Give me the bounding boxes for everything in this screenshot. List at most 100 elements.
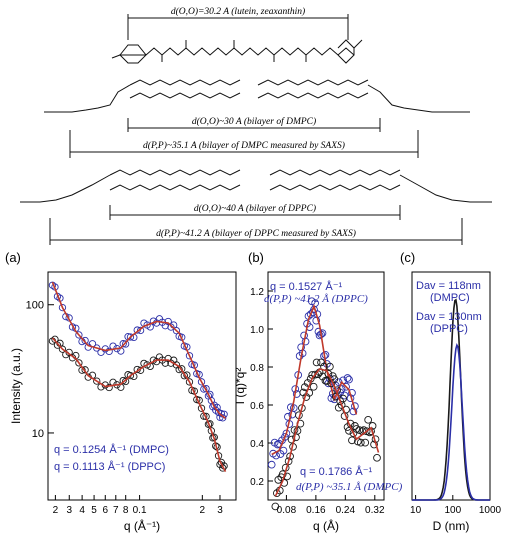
x-tick-label: 4	[79, 505, 85, 516]
y-tick-label: 0.2	[250, 477, 264, 488]
y-axis-label: Intensity (a.u.)	[9, 348, 23, 424]
y-tick-label: 10	[32, 428, 44, 440]
data-point-DPPC	[318, 329, 327, 338]
data-point-DPPC	[207, 427, 216, 435]
x-tick-label: 8	[123, 505, 129, 516]
data-point-DMPC	[121, 340, 130, 348]
data-point-DMPC	[136, 326, 145, 335]
y-axis-label: I (q)*q²	[233, 368, 247, 405]
carotenoid-molecule	[118, 44, 355, 64]
distribution-line-DPPC	[412, 343, 490, 501]
panel-c-label: (c)	[400, 250, 415, 265]
dppc-bilayer	[20, 169, 492, 203]
y-tick-label: 1.0	[250, 325, 264, 336]
x-tick-label: 10	[410, 505, 422, 516]
d3-label: d(P,P)~35.1 A (bilayer of DMPC measured …	[143, 140, 345, 151]
data-point-DMPC	[356, 438, 365, 447]
x-tick-label: 0.08	[277, 505, 297, 516]
fit-line-DMPC	[51, 281, 226, 419]
panel-c: 10 100 1000 D (nm) Dav = 118nm(DMPC) Dav = 13…	[410, 271, 502, 533]
y-tick-label: 0.4	[250, 439, 264, 450]
data-point-DMPC	[373, 453, 381, 462]
data-point-DPPC	[93, 377, 101, 385]
x-tick-label: 0.24	[336, 505, 356, 516]
x-tick-label: 2	[200, 505, 206, 516]
d5-label: d(P,P)~41.2 A (bilayer of DPPC measured …	[156, 228, 356, 239]
data-point-DMPC	[105, 347, 113, 356]
y-tick-label: 0.8	[250, 363, 264, 374]
data-point-DPPC	[284, 412, 292, 421]
data-point-DPPC	[297, 343, 305, 352]
data-point-DMPC	[185, 352, 194, 360]
x-tick-label: 1000	[479, 505, 502, 516]
data-point-DMPC	[284, 457, 293, 466]
data-point-DMPC	[326, 362, 334, 371]
panel-a-label: (a)	[5, 250, 21, 265]
data-point-DPPC	[53, 341, 62, 349]
data-point-DMPC	[197, 378, 206, 386]
fit-line-DMPC	[274, 367, 380, 497]
data-point-DMPC	[298, 404, 306, 412]
data-point-DPPC	[267, 460, 276, 469]
panel-b: 0.08 0.16 0.24 0.32 0.2 0.4 0.6 0.8 1.0 1.2 q (Å) I…	[233, 271, 403, 533]
x-axis-label: q (Å)	[313, 518, 339, 533]
data-point-DMPC	[217, 410, 226, 418]
data-point-DPPC	[342, 382, 350, 391]
x-tick-label: 2	[53, 505, 59, 516]
x-axis-label: q (Å⁻¹)	[124, 518, 160, 533]
data-point-DPPC	[281, 433, 289, 441]
data-point-DMPC	[324, 369, 333, 378]
data-point-DPPC	[314, 327, 323, 336]
data-point-DMPC	[119, 340, 127, 348]
y-tick-label: 0.6	[250, 401, 264, 412]
data-point-DMPC	[348, 436, 356, 445]
data-point-DMPC	[280, 479, 289, 487]
data-point-DMPC	[312, 358, 321, 367]
data-point-DMPC	[75, 331, 83, 339]
panel-b-label: (b)	[248, 250, 264, 265]
x-tick-label: 0.1	[133, 505, 147, 516]
data-point-DMPC	[278, 470, 287, 479]
data-point-DPPC	[197, 404, 206, 412]
plot-frame	[411, 271, 491, 501]
annotation-d-dmpc: d(P,P) ~35.1 Å (DMPC)	[296, 481, 403, 493]
data-point-DMPC	[81, 336, 89, 345]
annotation-dppc: q = 0.1113 Å⁻¹ (DPPC)	[54, 460, 165, 473]
data-point-DPPC	[126, 371, 135, 380]
x-tick-label: 0.16	[306, 505, 326, 516]
x-tick-label: 3	[66, 505, 72, 516]
data-point-DMPC	[287, 435, 296, 444]
y-tick-label: 100	[26, 300, 44, 312]
data-point-DPPC	[121, 377, 130, 386]
data-point-DMPC	[368, 422, 377, 430]
data-point-DPPC	[58, 345, 67, 353]
data-point-DMPC	[219, 414, 227, 422]
annotation-dav-dppc: Dav = 130nm	[416, 311, 482, 323]
data-point-DPPC	[105, 383, 113, 392]
data-point-DMPC	[164, 317, 172, 326]
data-point-DPPC	[185, 378, 194, 386]
data-point-DPPC	[348, 388, 356, 397]
data-point-DPPC	[81, 366, 89, 374]
data-point-DPPC	[178, 365, 186, 373]
data-point-DPPC	[311, 299, 319, 308]
annotation-dmpc-tag: (DMPC)	[430, 292, 470, 304]
data-point-DMPC	[323, 377, 331, 385]
d2-label: d(O,O)~30 A (bilayer of DMPC)	[192, 116, 316, 127]
data-point-DPPC	[343, 374, 352, 382]
plot-frame	[47, 271, 237, 501]
annotation-dmpc: q = 0.1254 Å⁻¹ (DMPC)	[54, 443, 169, 456]
data-point-DMPC	[370, 440, 378, 449]
data-point-DMPC	[68, 323, 77, 331]
plot-frame	[267, 271, 385, 501]
data-point-DMPC	[172, 326, 181, 335]
data-point-DPPC	[75, 359, 83, 367]
fit-line-DPPC	[271, 303, 358, 456]
data-point-DMPC	[93, 344, 101, 352]
annotation-d-dppc: d(P,P) ~41.2 Å (DPPC)	[264, 293, 368, 305]
schematic	[20, 14, 492, 245]
d1-label: d(O,O)=30.2 A (lutein, zeaxanthin)	[171, 6, 305, 17]
data-point-DMPC	[309, 382, 318, 391]
